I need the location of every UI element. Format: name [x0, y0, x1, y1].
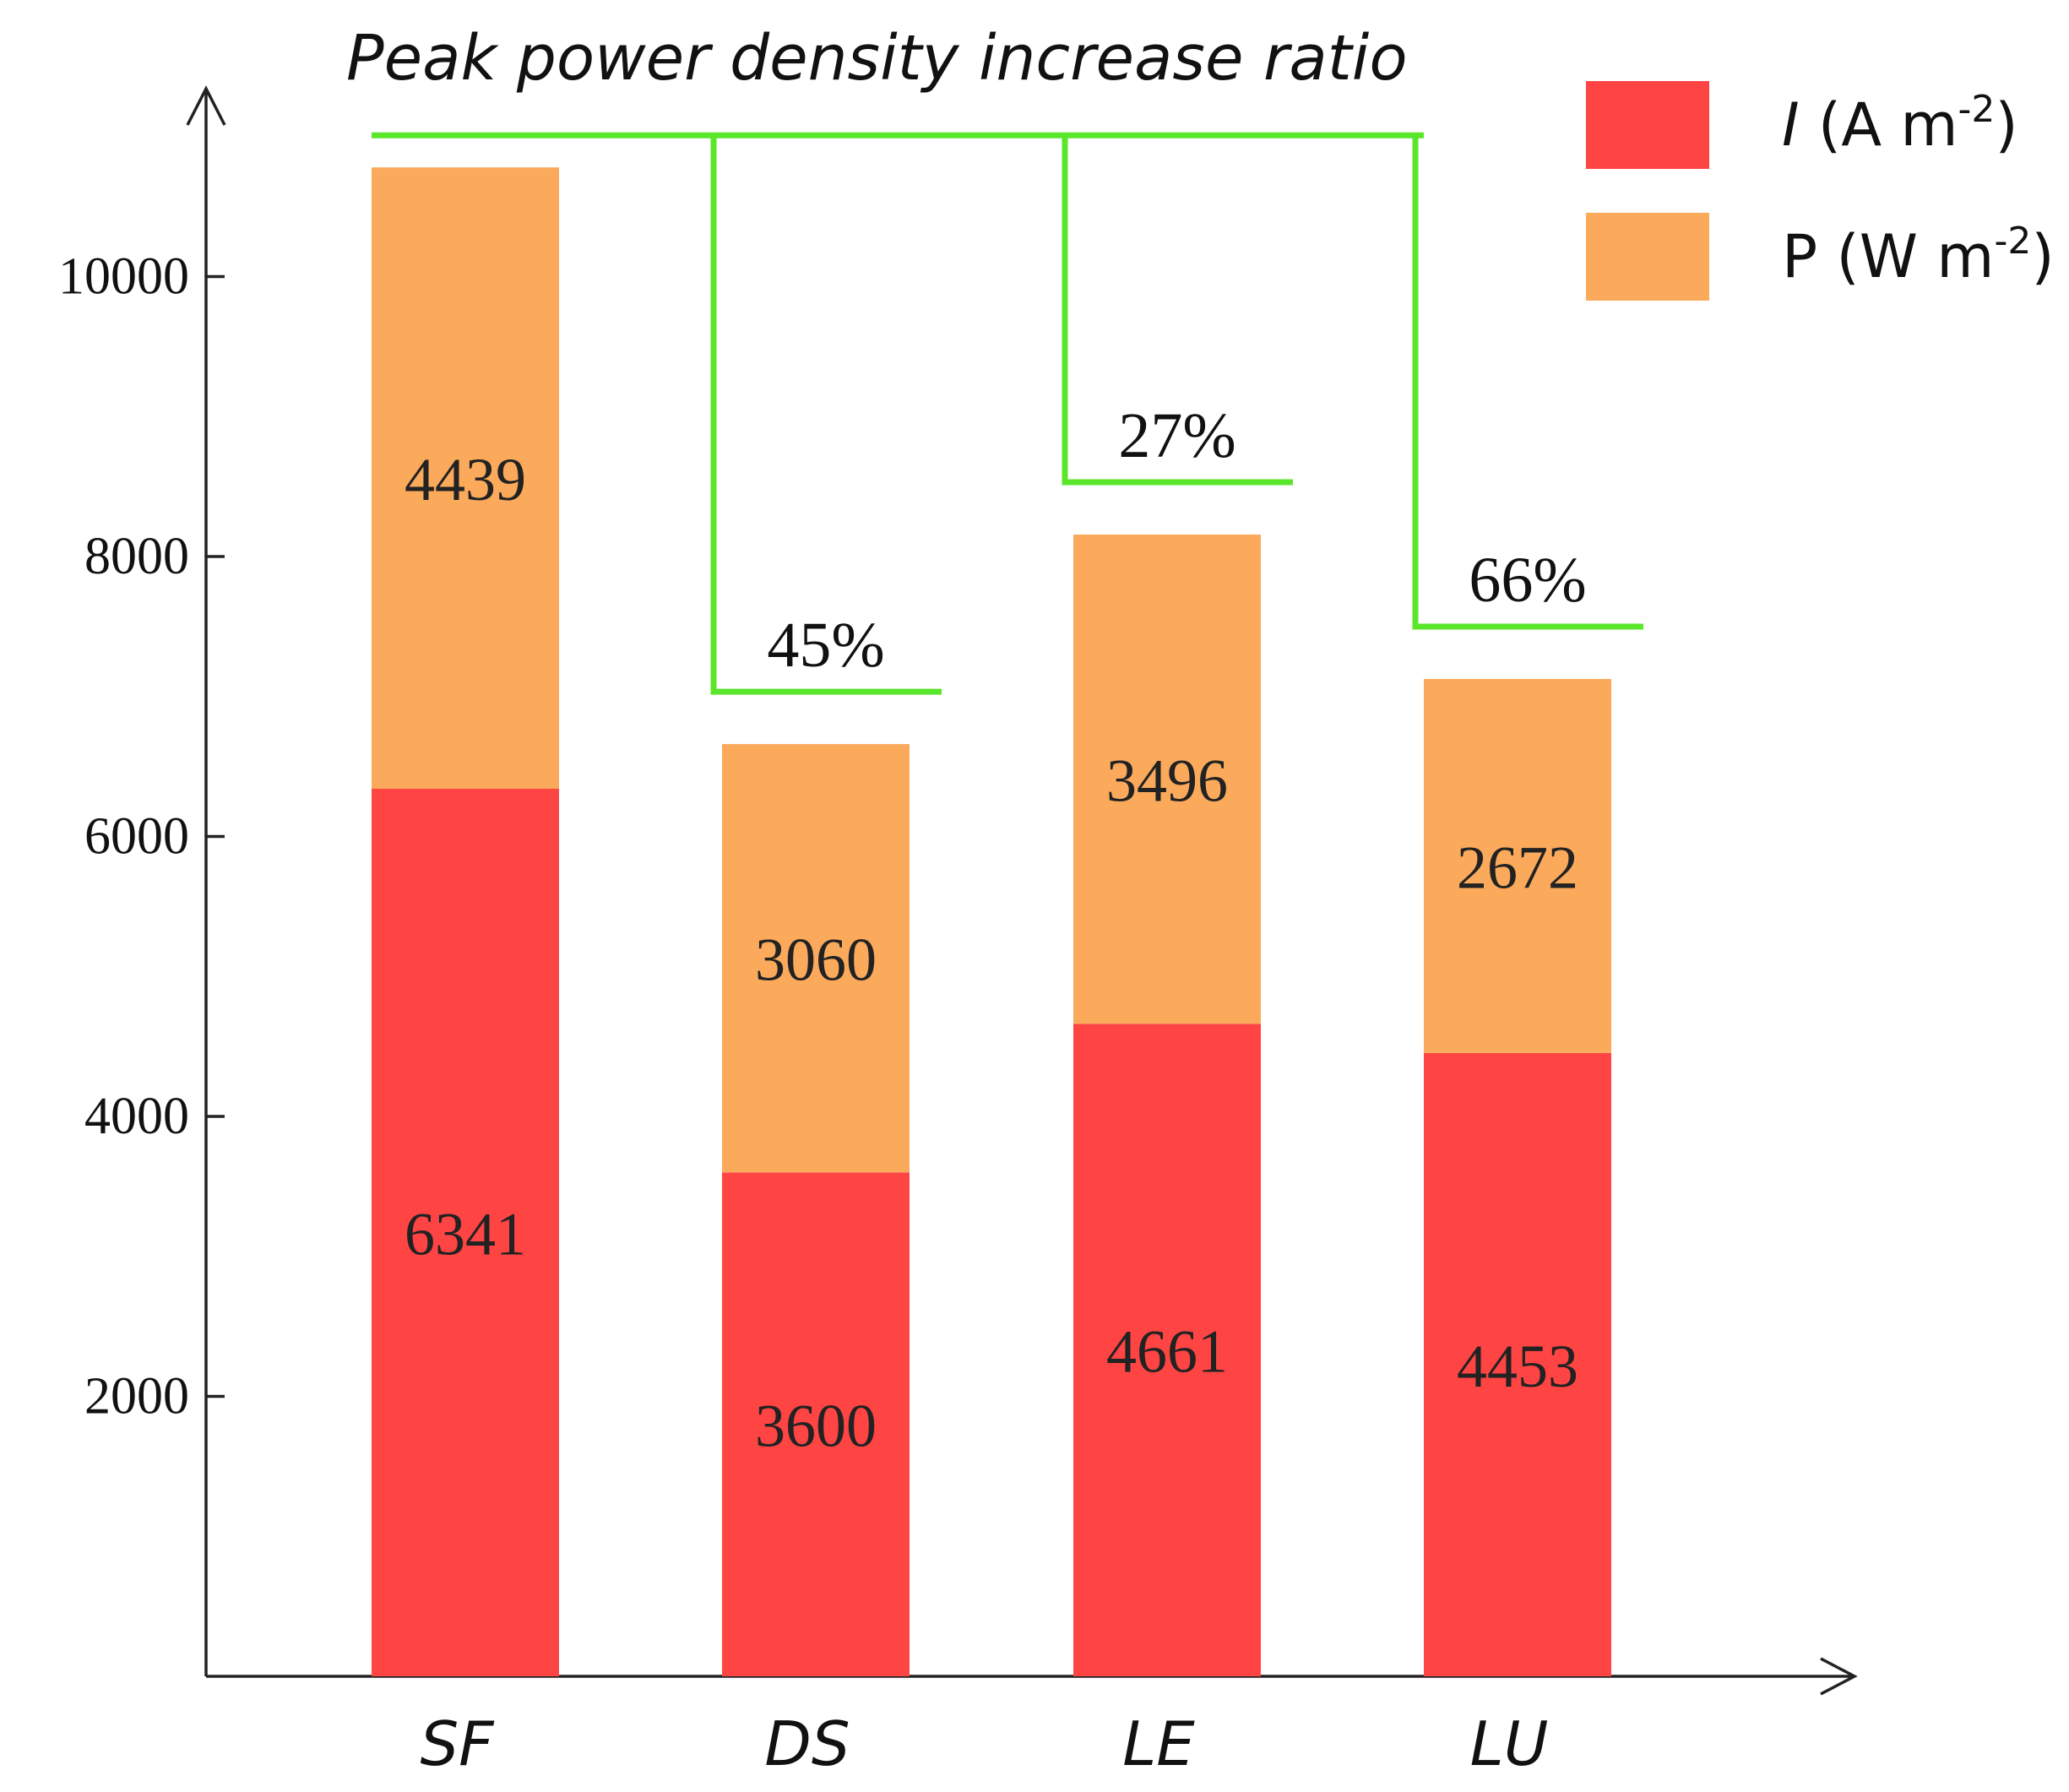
bar-value-label: 4453 [1457, 1333, 1578, 1400]
y-tick-label: 8000 [84, 528, 189, 585]
y-ticks: 2000 4000 6000 8000 10000 [58, 248, 225, 1425]
bracket-step-le [1062, 135, 1293, 486]
x-category-label: SF [420, 1708, 495, 1779]
bar-segment-le-p [1073, 534, 1261, 1024]
bar-segment-lu-i [1424, 1052, 1611, 1676]
increase-bracket [372, 132, 1643, 695]
y-tick-label: 10000 [58, 248, 189, 306]
increase-ratio-labels: 45% 27% 66% [767, 400, 1586, 681]
y-tick-label: 4000 [84, 1088, 189, 1145]
legend: I (A m-2) P (W m-2) [1586, 81, 2055, 301]
bracket-step-lu [1412, 135, 1643, 630]
legend-swatch-i [1586, 81, 1709, 169]
increase-ratio-label: 66% [1469, 545, 1586, 616]
y-tick-label: 2000 [84, 1368, 189, 1425]
increase-ratio-label: 27% [1118, 400, 1235, 471]
bar-segment-lu-p [1424, 679, 1611, 1053]
bar-value-label: 6341 [405, 1200, 526, 1268]
increase-ratio-label: 45% [767, 610, 884, 681]
bracket-step-ds [710, 135, 942, 695]
legend-label-i: I (A m-2) [1782, 88, 2018, 160]
bar-segment-ds-p [722, 744, 910, 1173]
bar-value-label: 3600 [755, 1393, 877, 1460]
chart-title: Peak power density increase ratio [346, 22, 1408, 95]
bar-value-label: 4439 [405, 446, 526, 513]
legend-label-p: P (W m-2) [1782, 220, 2055, 291]
x-category-label: LE [1122, 1708, 1195, 1779]
bar-value-label: 4661 [1106, 1318, 1228, 1386]
bar-segment-le-i [1073, 1024, 1261, 1676]
x-category-label: LU [1470, 1708, 1549, 1779]
bar-value-label: 2672 [1457, 834, 1578, 901]
bar-value-label: 3060 [755, 926, 877, 994]
bar-segment-sf-i [372, 788, 559, 1676]
category-labels: SF DS LE LU [420, 1708, 1548, 1779]
bar-segment-sf-p [372, 167, 559, 789]
legend-swatch-p [1586, 213, 1709, 301]
bar-segment-ds-i [722, 1172, 910, 1676]
x-category-label: DS [764, 1708, 850, 1779]
bar-value-labels: 6341 4439 3600 3060 4661 3496 4453 2672 [405, 446, 1578, 1460]
bars [372, 167, 1611, 1676]
y-tick-label: 6000 [84, 808, 189, 866]
bar-value-label: 3496 [1106, 747, 1228, 815]
y-axis [186, 85, 226, 1676]
